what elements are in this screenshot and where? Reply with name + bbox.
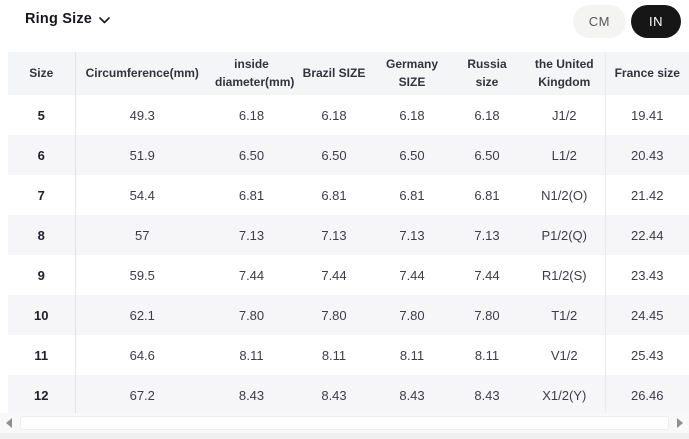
table-cell: 7.80 (209, 295, 294, 335)
table-cell: 23.43 (604, 255, 689, 295)
table-cell: 54.4 (129, 187, 155, 203)
unit-in-button[interactable]: IN (631, 5, 681, 38)
table-cell: 7.80 (374, 295, 450, 335)
table-cell: 7.13 (294, 215, 374, 255)
scroll-right-arrow-icon (677, 418, 683, 428)
table-cell: 51.9 (75, 135, 209, 175)
table-cell: 6.50 (450, 135, 524, 175)
table-row: 9 59.5 7.44 7.44 7.44 7.44 R1/2(S) 23.43 (8, 255, 689, 295)
table-cell: 5 (8, 95, 76, 135)
table-row: 5 49.3 6.18 6.18 6.18 6.18 J1/2 19.41 (8, 95, 689, 135)
column-header: Circumference(mm) (75, 52, 209, 95)
column-header: France size (604, 52, 689, 95)
table-cell: 24.45 (604, 295, 689, 335)
unit-toggle: CM IN (572, 5, 681, 38)
table-cell: 9 (8, 255, 76, 295)
table-cell: 12 (8, 375, 76, 415)
table-cell: 6.81 (238, 187, 265, 203)
column-header: the United Kingdom (524, 52, 605, 95)
table-cell: 62.1 (75, 295, 209, 335)
column-header: inside diameter(mm) (209, 52, 294, 95)
table-cell: 26.46 (604, 375, 689, 415)
ring-size-table: Size Circumference(mm) inside diameter(mm)… (8, 52, 689, 415)
table-cell: 10 (8, 295, 76, 335)
table-cell: 11 (8, 335, 76, 375)
table-cell: R1/2(S) (541, 267, 587, 283)
table-row: 12 67.2 8.43 8.43 8.43 8.43 X1/2(Y) 26.46 (8, 375, 689, 415)
table-row: 11 64.6 8.11 8.11 8.11 8.11 V1/2 25.43 (8, 335, 689, 375)
table-cell: 6.18 (238, 107, 265, 123)
table-cell: 6.50 (374, 135, 450, 175)
table-cell: 7.80 (450, 295, 524, 335)
table-cell: 19.41 (604, 95, 689, 135)
table-cell: 25.43 (604, 335, 689, 375)
table-row: 10 62.1 7.80 7.80 7.80 7.80 T1/2 24.45 (8, 295, 689, 335)
page-bottom-strip (0, 433, 689, 439)
scrollbar-track[interactable] (18, 415, 671, 431)
table-cell: L1/2 (524, 135, 605, 175)
table-cell: 7.44 (321, 267, 347, 283)
table-cell: 6.81 (321, 187, 347, 203)
table-cell: 6.18 (399, 107, 425, 123)
ring-size-label: Ring Size (25, 11, 93, 27)
table-cell: 8.43 (374, 375, 450, 415)
table-cell: 6 (8, 135, 76, 175)
table-cell: 21.42 (604, 175, 689, 215)
table-cell: 6.50 (294, 135, 374, 175)
ring-size-table-wrap: Size Circumference(mm) inside diameter(mm)… (8, 52, 689, 415)
table-cell: J1/2 (551, 107, 577, 123)
table-header-row: Size Circumference(mm) inside diameter(mm)… (8, 52, 689, 95)
table-cell: 57 (75, 215, 209, 255)
table-row: 6 51.9 6.50 6.50 6.50 6.50 L1/2 20.43 (8, 135, 689, 175)
table-cell: 8.11 (474, 347, 500, 363)
table-cell: 8.11 (321, 347, 347, 363)
table-cell: 7.44 (399, 267, 425, 283)
scroll-right-button[interactable] (671, 413, 689, 433)
table-cell: 6.18 (321, 107, 347, 123)
table-cell: T1/2 (524, 295, 605, 335)
table-cell: 8.43 (209, 375, 294, 415)
scroll-left-button[interactable] (0, 413, 18, 433)
horizontal-scrollbar[interactable] (0, 413, 689, 433)
ring-size-dropdown[interactable]: Ring Size (25, 11, 110, 27)
table-cell: 7 (8, 175, 76, 215)
column-header: Size (8, 52, 76, 95)
table-cell: X1/2(Y) (524, 375, 605, 415)
table-cell: 8.43 (294, 375, 374, 415)
column-header: Germany SIZE (374, 52, 450, 95)
table-cell: 8.11 (239, 347, 264, 363)
table-cell: 49.3 (129, 107, 155, 123)
topbar: Ring Size CM IN (0, 0, 689, 48)
column-header: Russia size (450, 52, 524, 95)
table-cell: 6.50 (209, 135, 294, 175)
column-header: Brazil SIZE (294, 52, 374, 95)
unit-cm-button[interactable]: CM (572, 5, 626, 38)
table-cell: 8 (8, 215, 76, 255)
scroll-left-arrow-icon (6, 418, 12, 428)
table-cell: 6.81 (474, 187, 500, 203)
table-cell: 59.5 (129, 267, 155, 283)
table-cell: 20.43 (604, 135, 689, 175)
table-cell: P1/2(Q) (524, 215, 605, 255)
table-cell: 7.13 (450, 215, 524, 255)
table-cell: 7.44 (238, 267, 265, 283)
table-cell: 64.6 (129, 347, 155, 363)
table-cell: 8.43 (450, 375, 524, 415)
table-cell: 7.80 (294, 295, 374, 335)
table-row: 8 57 7.13 7.13 7.13 7.13 P1/2(Q) 22.44 (8, 215, 689, 255)
table-cell: 7.44 (474, 267, 500, 283)
table-cell: 22.44 (604, 215, 689, 255)
table-cell: 67.2 (75, 375, 209, 415)
table-cell: 8.11 (399, 347, 425, 363)
table-row: 7 54.4 6.81 6.81 6.81 6.81 N1/2(O) 21.42 (8, 175, 689, 215)
table-cell: N1/2(O) (541, 187, 588, 203)
table-cell: 6.18 (474, 107, 500, 123)
table-cell: 6.81 (399, 187, 425, 203)
table-cell: 7.13 (209, 215, 294, 255)
table-cell: V1/2 (550, 347, 578, 363)
chevron-down-icon (99, 16, 110, 24)
scrollbar-thumb[interactable] (20, 416, 669, 430)
table-cell: 7.13 (374, 215, 450, 255)
